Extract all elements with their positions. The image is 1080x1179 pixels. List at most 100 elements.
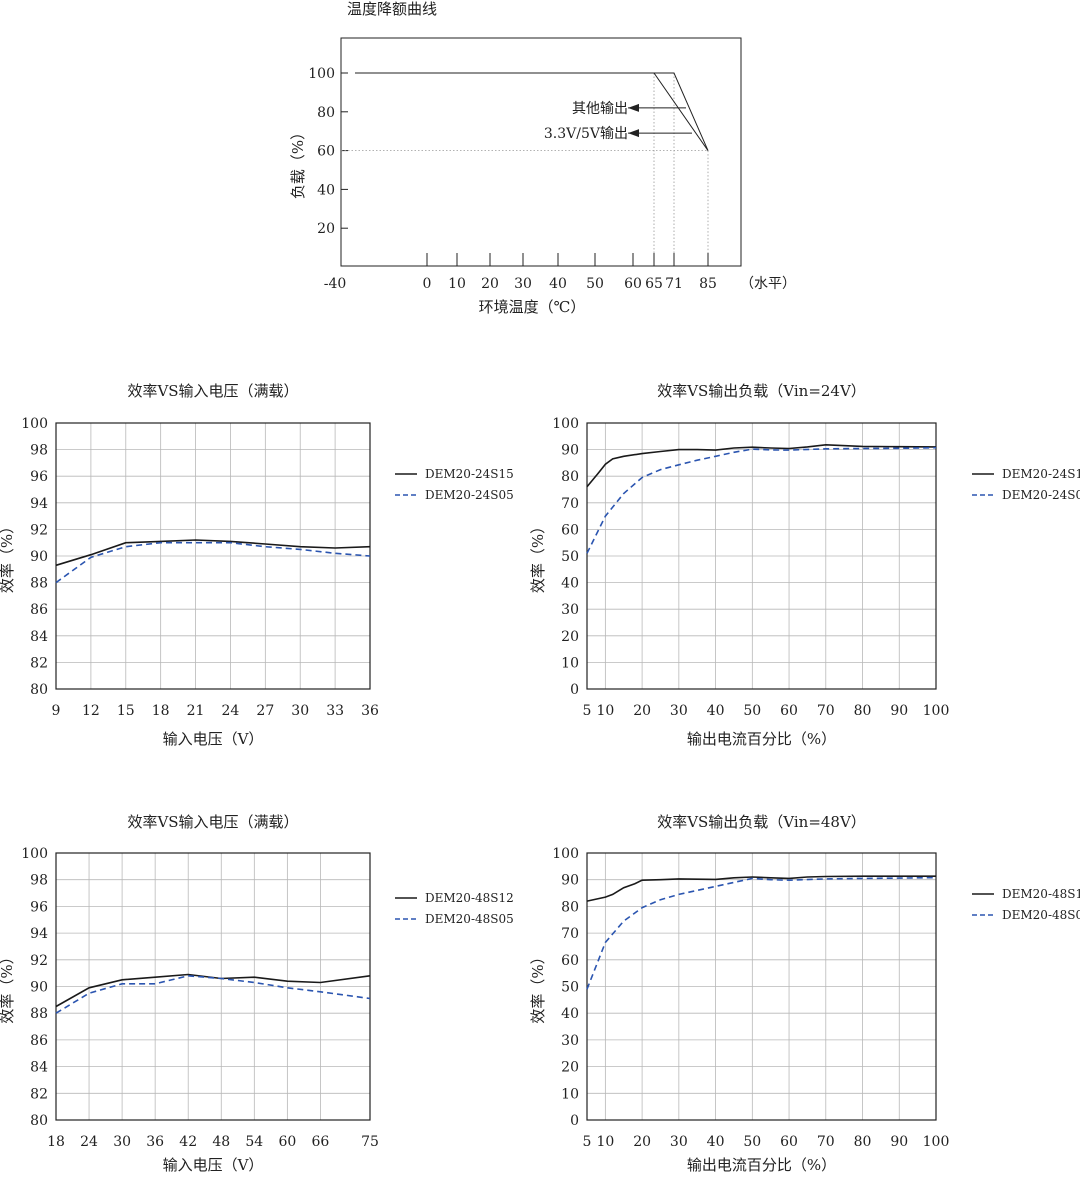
eff-vin-24-series-line-2 bbox=[55, 541, 371, 584]
derating-annotation-label: 3.3V/5V输出 bbox=[544, 126, 628, 142]
eff-load-48-plot-frame bbox=[586, 852, 937, 1121]
eff-load-24-y-tick-label: 60 bbox=[561, 522, 579, 538]
derating-curve-1 bbox=[355, 72, 709, 151]
eff-load-48-y-tick-label: 60 bbox=[561, 953, 579, 969]
derating-x-tick-label: 30 bbox=[514, 276, 532, 292]
eff-vin-24-y-tick-label: 98 bbox=[30, 443, 48, 459]
derating-y-tick-label: 20 bbox=[317, 221, 335, 237]
eff-vin-24-y-axis-label: 效率（%） bbox=[0, 519, 16, 593]
eff-load-48-y-tick-label: 40 bbox=[561, 1006, 579, 1022]
eff-vin-24-y-tick-label: 92 bbox=[30, 522, 48, 538]
eff-load-24-title: 效率VS输出负载（Vin=24V） bbox=[657, 382, 866, 400]
eff-load-24-x-tick-label: 100 bbox=[923, 703, 950, 719]
derating-x-tick-label: -40 bbox=[324, 276, 347, 292]
eff-vin-48-y-tick-label: 96 bbox=[30, 899, 48, 915]
eff-load-48-legend-label: DEM20-48S05 bbox=[1002, 908, 1080, 922]
derating-y-tick-label: 80 bbox=[317, 105, 335, 121]
eff-vin-48-y-tick-label: 90 bbox=[30, 980, 48, 996]
derating-x-tick-label: 10 bbox=[448, 276, 466, 292]
eff-vin-24-y-tick-label: 84 bbox=[30, 629, 48, 645]
eff-load-24-legend-label: DEM20-24S05 bbox=[1002, 488, 1080, 502]
derating-x-axis-label: 环境温度（℃） bbox=[479, 298, 586, 316]
derating-x-tick-label: 71 bbox=[665, 276, 683, 292]
eff-load-24-y-tick-label: 0 bbox=[570, 682, 579, 698]
eff-load-24-x-tick-label: 50 bbox=[743, 703, 761, 719]
eff-vin-24-x-tick-label: 27 bbox=[256, 703, 274, 719]
eff-vin-24-x-tick-label: 15 bbox=[117, 703, 135, 719]
derating-curve-2 bbox=[355, 72, 709, 151]
eff-load-24-legend-label: DEM20-24S15 bbox=[1002, 467, 1080, 481]
eff-vin-48-y-tick-label: 84 bbox=[30, 1060, 48, 1076]
eff-load-24-x-tick-label: 5 bbox=[583, 703, 592, 719]
eff-load-24-y-tick-label: 20 bbox=[561, 629, 579, 645]
eff-vin-24-series-line-1 bbox=[55, 539, 371, 567]
eff-load-48-x-tick-label: 20 bbox=[633, 1134, 651, 1150]
eff-vin-48-x-axis-label: 输入电压（V） bbox=[163, 1156, 264, 1174]
eff-load-48-x-tick-label: 50 bbox=[743, 1134, 761, 1150]
eff-vin-24-y-tick-label: 88 bbox=[30, 576, 48, 592]
eff-load-24-plot-frame bbox=[586, 422, 937, 690]
eff-vin-48-x-tick-label: 42 bbox=[179, 1134, 197, 1150]
eff-vin-48-legend-label: DEM20-48S12 bbox=[425, 891, 514, 905]
eff-load-24-y-axis-label: 效率（%） bbox=[529, 519, 547, 593]
eff-vin-48-y-tick-label: 82 bbox=[30, 1086, 48, 1102]
derating-x-tick-label: 40 bbox=[549, 276, 567, 292]
eff-vin-24-legend-label: DEM20-24S05 bbox=[425, 488, 514, 502]
derating-x-tick-label: 65 bbox=[645, 276, 663, 292]
derating-x-unit-note: （水平） bbox=[740, 276, 796, 292]
derating-y-axis-label: 负载（%） bbox=[289, 125, 307, 199]
eff-load-48-x-axis-label: 输出电流百分比（%） bbox=[687, 1156, 836, 1174]
eff-vin-48-series-line-1 bbox=[55, 973, 371, 1008]
eff-vin-48-x-tick-label: 30 bbox=[113, 1134, 131, 1150]
eff-load-24-x-tick-label: 90 bbox=[890, 703, 908, 719]
derating-annotation-label: 其他输出 bbox=[572, 101, 628, 117]
derating-x-tick-label: 85 bbox=[699, 276, 717, 292]
eff-vin-24-x-tick-label: 36 bbox=[361, 703, 379, 719]
derating-title: 温度降额曲线 bbox=[347, 0, 437, 18]
eff-load-24-x-axis-label: 输出电流百分比（%） bbox=[687, 730, 836, 748]
eff-vin-24-x-tick-label: 24 bbox=[222, 703, 240, 719]
eff-vin-24-x-tick-label: 30 bbox=[291, 703, 309, 719]
eff-vin-48-plot-frame bbox=[55, 852, 371, 1121]
eff-vin-24-x-tick-label: 12 bbox=[82, 703, 100, 719]
eff-load-24-series-line-2 bbox=[586, 446, 937, 554]
eff-load-24-x-tick-label: 70 bbox=[817, 703, 835, 719]
eff-load-48-x-tick-label: 5 bbox=[583, 1134, 592, 1150]
eff-load-48-y-tick-label: 10 bbox=[561, 1086, 579, 1102]
eff-load-24-y-tick-label: 90 bbox=[561, 443, 579, 459]
eff-load-24-y-tick-label: 80 bbox=[561, 469, 579, 485]
eff-vin-24-x-tick-label: 33 bbox=[326, 703, 344, 719]
derating-arrowhead bbox=[628, 129, 639, 138]
eff-load-48-y-tick-label: 30 bbox=[561, 1033, 579, 1049]
eff-vin-24-y-tick-label: 86 bbox=[30, 602, 48, 618]
derating-x-tick-label: 60 bbox=[624, 276, 642, 292]
eff-load-24-x-tick-label: 40 bbox=[707, 703, 725, 719]
eff-load-48-x-tick-label: 70 bbox=[817, 1134, 835, 1150]
derating-y-tick-label: 100 bbox=[308, 66, 335, 82]
eff-load-48-x-tick-label: 60 bbox=[780, 1134, 798, 1150]
eff-load-24-chart: 效率VS输出负载（Vin=24V） 0 10 20 30 40 50 60 70 80 90 100 5… bbox=[529, 382, 1080, 748]
eff-vin-48-y-axis-label: 效率（%） bbox=[0, 949, 16, 1023]
eff-vin-48-x-tick-label: 24 bbox=[80, 1134, 98, 1150]
eff-load-48-y-tick-label: 50 bbox=[561, 980, 579, 996]
eff-load-24-x-tick-label: 80 bbox=[854, 703, 872, 719]
eff-load-24-y-tick-label: 30 bbox=[561, 602, 579, 618]
eff-load-48-x-tick-label: 10 bbox=[596, 1134, 614, 1150]
derating-y-tick-label: 60 bbox=[317, 144, 335, 160]
derating-y-tick-label: 40 bbox=[317, 182, 335, 198]
eff-vin-48-x-tick-label: 75 bbox=[361, 1134, 379, 1150]
eff-load-48-y-axis-label: 效率（%） bbox=[529, 949, 547, 1023]
eff-vin-48-y-tick-label: 98 bbox=[30, 873, 48, 889]
eff-vin-48-chart: 效率VS输入电压（满载） 80 82 84 86 88 90 92 94 96 98 100 18 24 3… bbox=[0, 813, 514, 1174]
eff-vin-24-chart: 效率VS输入电压（满载） 80 82 84 86 88 90 92 94 96 98 100 9 12 15… bbox=[0, 382, 514, 748]
eff-load-24-y-tick-label: 40 bbox=[561, 576, 579, 592]
eff-vin-24-title: 效率VS输入电压（满载） bbox=[127, 382, 298, 400]
eff-vin-48-legend-label: DEM20-48S05 bbox=[425, 912, 514, 926]
eff-vin-48-y-tick-label: 92 bbox=[30, 953, 48, 969]
eff-load-24-series-line-1 bbox=[586, 443, 937, 488]
eff-load-48-x-tick-label: 100 bbox=[923, 1134, 950, 1150]
eff-load-24-x-tick-label: 60 bbox=[780, 703, 798, 719]
